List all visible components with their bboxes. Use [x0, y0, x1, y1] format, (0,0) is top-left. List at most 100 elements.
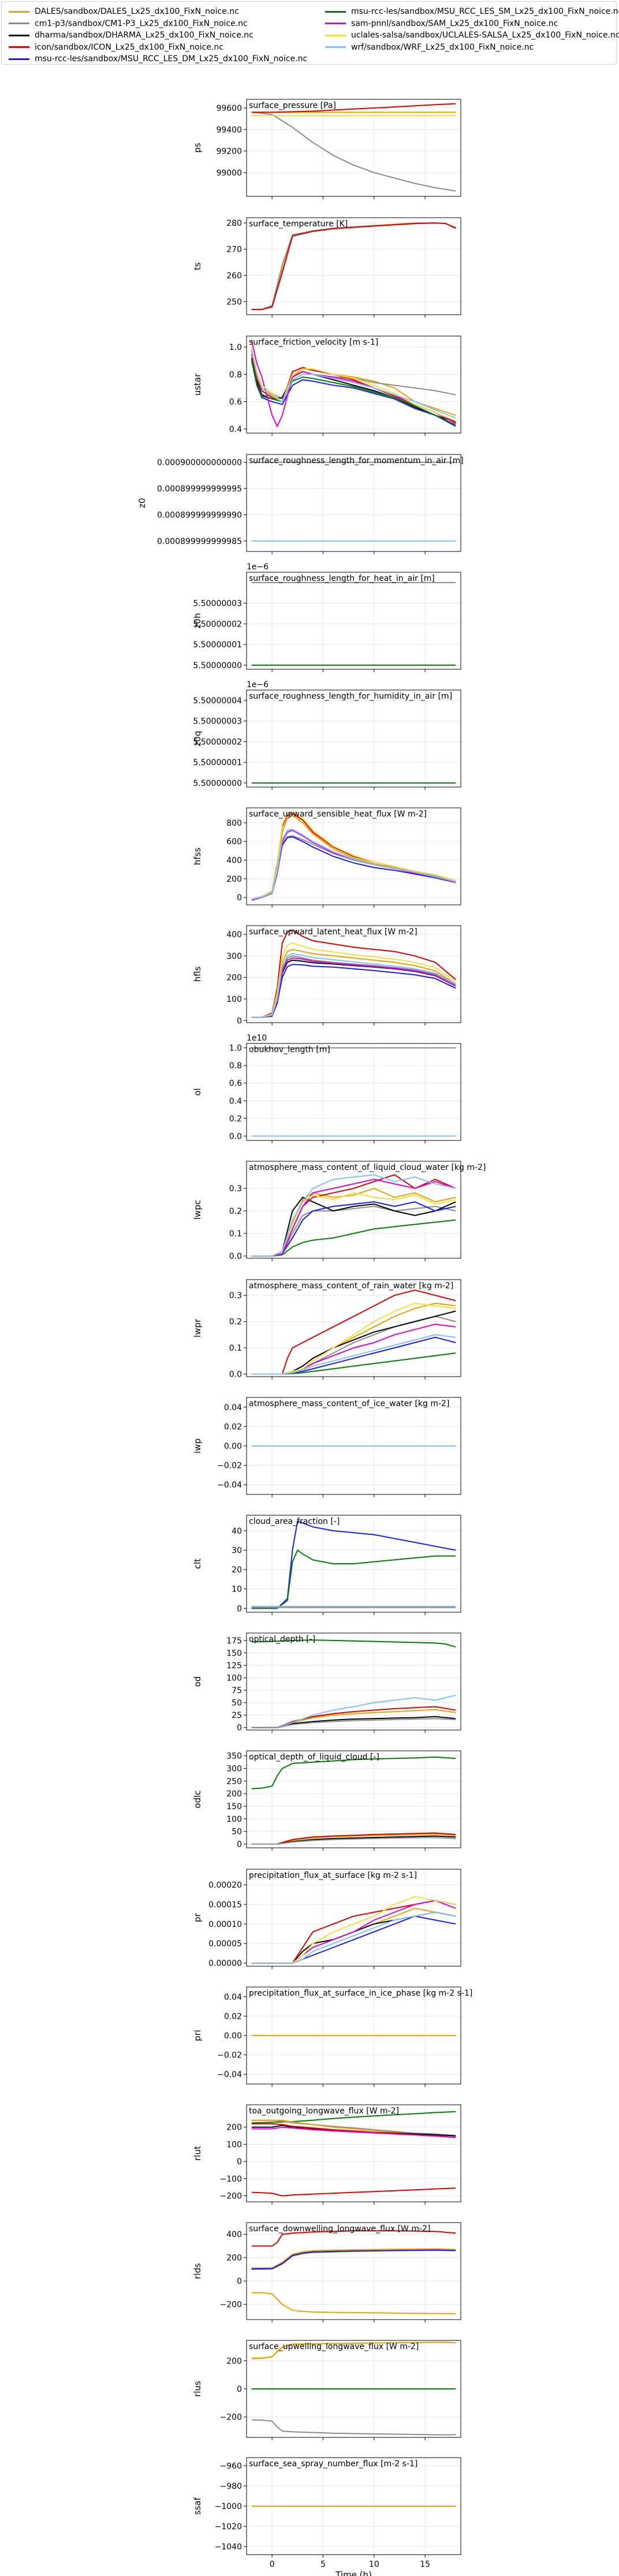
series-line: [251, 1756, 456, 1790]
legend-item: DALES/sandbox/DALES_Lx25_dx100_FixN_noic…: [9, 5, 239, 18]
legend-label: DALES/sandbox/DALES_Lx25_dx100_FixN_noic…: [35, 7, 239, 16]
y-axis-label: clt: [192, 1559, 203, 1569]
chart-title: surface_temperature [K]: [249, 219, 348, 229]
series-line: [251, 1179, 456, 1257]
y-tick-label: 99600: [216, 104, 242, 113]
plot-frame: [246, 1161, 461, 1259]
y-tick-label: 125: [226, 1661, 242, 1671]
y-tick-label: 1.0: [229, 1044, 242, 1053]
legend-item: uclales-salsa/sandbox/UCLALES-SALSA_Lx25…: [325, 29, 619, 42]
y-tick-label: 0.000899999999995: [157, 484, 242, 494]
legend-swatch: [325, 34, 346, 36]
y-tick-label: 175: [226, 1636, 242, 1646]
chart-title: surface_roughness_length_for_momentum_in…: [249, 456, 464, 465]
y-tick-label: 200: [226, 2357, 242, 2366]
chart-title: atmosphere_mass_content_of_liquid_cloud_…: [249, 1163, 486, 1172]
chart-panel: 0 10 20 30 40 clt cloud_area_fraction [-]: [192, 1515, 461, 1615]
chart-title: cloud_area_fraction [-]: [249, 1517, 340, 1526]
series-line: [251, 111, 456, 192]
plot-frame: [246, 1515, 461, 1613]
y-tick-label: 280: [226, 219, 242, 228]
legend-swatch: [9, 46, 29, 48]
legend-item: icon/sandbox/ICON_Lx25_dx100_FixN_noice.…: [9, 41, 223, 54]
y-tick-label: −200: [220, 2301, 242, 2310]
chart-panel: 0.00000 0.00005 0.00010 0.00015 0.00020 pr pre…: [192, 1869, 461, 1969]
y-axis-label: pr: [192, 1913, 203, 1922]
series-line: [251, 360, 456, 427]
y-tick-label: 0.02: [224, 1422, 242, 1431]
y-tick-label: 350: [226, 1752, 242, 1761]
y-tick-label: 0.3: [229, 1291, 242, 1300]
plot-frame: [246, 1869, 461, 1967]
x-tick-label: 15: [420, 2560, 430, 2569]
y-tick-label: 5.50000000: [193, 779, 242, 788]
legend-label: icon/sandbox/ICON_Lx25_dx100_FixN_noice.…: [35, 42, 223, 52]
legend-item: dharma/sandbox/DHARMA_Lx25_dx100_FixN_no…: [9, 29, 253, 42]
y-tick-label: 0: [237, 2385, 242, 2394]
chart-title: surface_roughness_length_for_humidity_in…: [249, 692, 452, 701]
y-tick-label: 0.0: [229, 1252, 242, 1261]
y-tick-label: 0.4: [229, 1097, 242, 1106]
series-line: [251, 811, 456, 900]
y-tick-label: 0.04: [224, 1403, 242, 1412]
y-tick-label: 99000: [216, 169, 242, 178]
y-tick-label: 0.2: [229, 1114, 242, 1124]
y-axis-label: z0h: [192, 613, 203, 629]
chart-title: surface_friction_velocity [m s-1]: [249, 338, 378, 347]
plot-frame: [246, 807, 461, 905]
series-line: [251, 2126, 456, 2138]
chart-panel: 0.0 0.1 0.2 0.3 lwpc atmosphere_mass_content_…: [192, 1161, 486, 1261]
offset-text: 1e10: [247, 1034, 267, 1043]
series-line: [251, 222, 456, 310]
y-tick-label: 200: [226, 875, 242, 884]
legend-label: dharma/sandbox/DHARMA_Lx25_dx100_FixN_no…: [35, 31, 253, 40]
chart-panel: 5.50000000 5.50000001 5.50000002 5.50000003…: [192, 680, 461, 790]
y-tick-label: 0.0: [229, 1132, 242, 1141]
legend-label: wrf/sandbox/WRF_Lx25_dx100_FixN_noice.nc: [351, 42, 534, 52]
plot-frame: [246, 454, 461, 552]
chart-panel: −0.04 −0.02 0.00 0.02 0.04 pri precipitation_f…: [192, 1986, 472, 2087]
series-line: [251, 1706, 456, 1728]
y-tick-label: 100: [226, 2140, 242, 2149]
series-line: [251, 942, 456, 1018]
chart-panel: 250 260 270 280 ts surface_temperature [K]: [192, 217, 461, 318]
y-tick-label: 0.00: [224, 2031, 242, 2041]
series-line: [251, 2230, 456, 2247]
series-line: [251, 360, 456, 426]
y-tick-label: 150: [226, 1802, 242, 1811]
series-line: [251, 1718, 456, 1728]
series-line: [251, 929, 456, 1018]
y-axis-label: od: [192, 1676, 203, 1687]
y-axis-label: hfss: [192, 848, 203, 866]
y-tick-label: 0.1: [229, 1229, 242, 1239]
y-axis-label: lwpr: [192, 1318, 203, 1337]
legend-label: cm1-p3/sandbox/CM1-P3_Lx25_dx100_FixN_no…: [35, 18, 248, 28]
y-tick-label: −1000: [215, 2502, 242, 2511]
y-tick-label: 150: [226, 1649, 242, 1658]
chart-panel: −200 0 200 400 rlds surface_downwelling_longw…: [192, 2222, 461, 2322]
y-tick-label: 800: [226, 819, 242, 828]
chart-panel: −1040 −1020 −1000 −980 −960 0 5 10 15 ssaf surface…: [192, 2457, 461, 2569]
series-line: [251, 964, 456, 1018]
plot-frame: [246, 1632, 461, 1731]
y-tick-label: 250: [226, 297, 242, 307]
y-axis-label: ol: [192, 1088, 203, 1095]
y-tick-label: 50: [232, 1699, 242, 1708]
y-axis-label: rlut: [192, 2146, 203, 2161]
legend-swatch: [325, 10, 346, 13]
y-tick-label: −0.02: [217, 2051, 242, 2060]
series-line: [251, 953, 456, 1018]
y-tick-label: 200: [226, 1790, 242, 1799]
legend-item: msu-rcc-les/sandbox/MSU_RCC_LES_SM_Lx25_…: [325, 5, 619, 18]
y-tick-label: 0.2: [229, 1207, 242, 1216]
chart-title: surface_pressure [Pa]: [249, 101, 336, 110]
y-tick-label: 200: [226, 2254, 242, 2263]
chart-panel: 5.50000000 5.50000001 5.50000002 5.50000003…: [192, 562, 461, 672]
series-line: [251, 829, 456, 900]
chart-title: surface_sea_spray_number_flux [m-2 s-1]: [249, 2459, 417, 2469]
series-line: [251, 351, 456, 419]
legend-label: uclales-salsa/sandbox/UCLALES-SALSA_Lx25…: [351, 31, 619, 40]
y-tick-label: 99200: [216, 147, 242, 156]
legend-swatch: [325, 23, 346, 24]
